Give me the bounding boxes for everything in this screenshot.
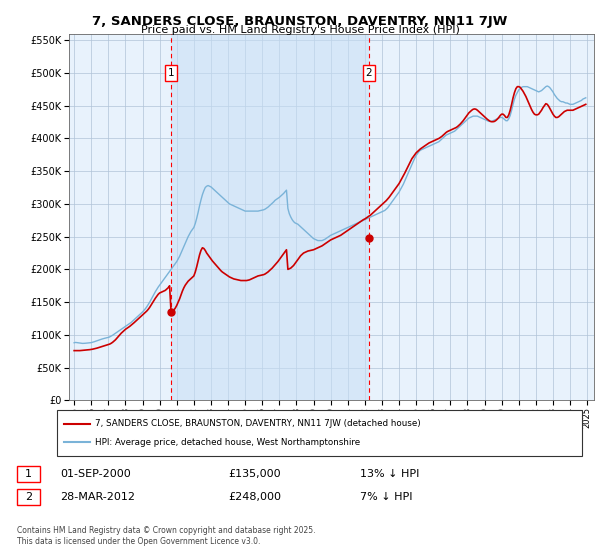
- Text: Contains HM Land Registry data © Crown copyright and database right 2025.
This d: Contains HM Land Registry data © Crown c…: [17, 526, 316, 546]
- Text: 28-MAR-2012: 28-MAR-2012: [60, 492, 135, 502]
- Text: HPI: Average price, detached house, West Northamptonshire: HPI: Average price, detached house, West…: [95, 438, 360, 447]
- Text: 7, SANDERS CLOSE, BRAUNSTON, DAVENTRY, NN11 7JW (detached house): 7, SANDERS CLOSE, BRAUNSTON, DAVENTRY, N…: [95, 419, 421, 428]
- Text: 7% ↓ HPI: 7% ↓ HPI: [360, 492, 413, 502]
- Text: 2: 2: [365, 68, 372, 78]
- Text: £135,000: £135,000: [228, 469, 281, 479]
- Text: 2: 2: [25, 492, 32, 502]
- Text: Price paid vs. HM Land Registry's House Price Index (HPI): Price paid vs. HM Land Registry's House …: [140, 25, 460, 35]
- Bar: [171, 34, 369, 400]
- Text: 13% ↓ HPI: 13% ↓ HPI: [360, 469, 419, 479]
- Text: 7, SANDERS CLOSE, BRAUNSTON, DAVENTRY, NN11 7JW: 7, SANDERS CLOSE, BRAUNSTON, DAVENTRY, N…: [92, 15, 508, 27]
- Text: 1: 1: [25, 469, 32, 479]
- Text: 01-SEP-2000: 01-SEP-2000: [60, 469, 131, 479]
- Text: £248,000: £248,000: [228, 492, 281, 502]
- Text: 1: 1: [168, 68, 175, 78]
